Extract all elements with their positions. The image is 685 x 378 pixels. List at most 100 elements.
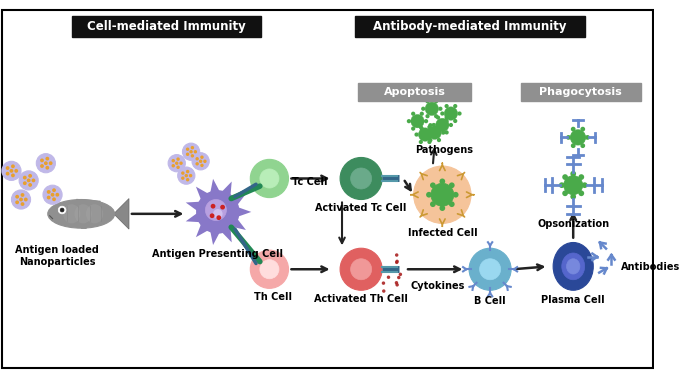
Circle shape (351, 168, 372, 189)
Circle shape (453, 104, 458, 108)
Circle shape (469, 248, 511, 290)
Circle shape (432, 123, 436, 127)
Circle shape (428, 126, 441, 139)
Circle shape (436, 115, 440, 120)
Circle shape (571, 171, 576, 177)
Text: Opsonization: Opsonization (537, 218, 609, 229)
Circle shape (203, 160, 207, 163)
Circle shape (177, 167, 195, 184)
Circle shape (175, 161, 179, 165)
Circle shape (445, 107, 458, 120)
Polygon shape (222, 229, 232, 242)
Circle shape (199, 160, 202, 163)
Circle shape (43, 185, 62, 204)
Circle shape (580, 143, 585, 148)
Ellipse shape (553, 243, 593, 290)
Circle shape (382, 289, 386, 293)
Circle shape (445, 119, 449, 123)
Circle shape (181, 177, 184, 180)
Circle shape (449, 183, 455, 188)
Circle shape (571, 143, 575, 148)
Polygon shape (238, 208, 251, 217)
Circle shape (397, 276, 401, 279)
Circle shape (421, 107, 425, 111)
Text: Cytokines: Cytokines (411, 281, 465, 291)
Circle shape (351, 259, 372, 280)
Circle shape (189, 174, 192, 177)
Circle shape (216, 215, 221, 220)
Circle shape (564, 176, 583, 195)
Circle shape (411, 127, 415, 131)
Circle shape (21, 193, 25, 197)
Circle shape (395, 281, 398, 285)
Circle shape (200, 164, 203, 167)
Circle shape (440, 205, 445, 211)
Text: Activated Tc Cell: Activated Tc Cell (315, 203, 407, 213)
Circle shape (395, 261, 399, 264)
Circle shape (411, 115, 424, 128)
Circle shape (195, 157, 199, 161)
Circle shape (580, 127, 585, 132)
Text: Plasma Cell: Plasma Cell (541, 295, 605, 305)
Circle shape (395, 253, 399, 257)
Circle shape (58, 206, 66, 214)
Circle shape (171, 164, 175, 167)
Circle shape (419, 128, 432, 141)
Circle shape (10, 169, 14, 173)
Circle shape (414, 166, 471, 223)
Polygon shape (196, 225, 208, 237)
Circle shape (27, 178, 31, 182)
Circle shape (40, 158, 44, 162)
Circle shape (52, 188, 56, 192)
Circle shape (197, 191, 239, 233)
Circle shape (189, 150, 192, 153)
Circle shape (427, 140, 432, 144)
Circle shape (382, 281, 385, 285)
Circle shape (11, 164, 15, 168)
Circle shape (437, 138, 441, 142)
Circle shape (424, 130, 428, 135)
Polygon shape (222, 181, 232, 195)
Circle shape (40, 164, 44, 168)
Circle shape (426, 192, 432, 198)
Ellipse shape (63, 204, 80, 223)
Circle shape (45, 157, 49, 161)
Circle shape (15, 200, 19, 204)
Circle shape (449, 123, 453, 127)
Circle shape (434, 99, 438, 104)
Circle shape (395, 283, 399, 287)
Circle shape (453, 192, 458, 198)
Circle shape (168, 155, 186, 172)
Circle shape (578, 191, 584, 196)
Circle shape (566, 135, 571, 140)
Circle shape (179, 161, 183, 165)
Circle shape (571, 194, 576, 200)
Text: Phagocytosis: Phagocytosis (540, 87, 622, 97)
Circle shape (250, 250, 288, 288)
Text: Antibodies: Antibodies (621, 262, 680, 272)
Circle shape (176, 157, 179, 161)
Circle shape (431, 183, 453, 206)
Circle shape (44, 161, 48, 165)
Circle shape (479, 259, 501, 280)
Circle shape (458, 112, 462, 116)
Circle shape (399, 273, 402, 276)
Circle shape (55, 193, 59, 197)
Circle shape (47, 190, 51, 194)
Circle shape (387, 276, 390, 279)
Circle shape (51, 193, 54, 197)
Circle shape (562, 174, 568, 180)
Circle shape (181, 171, 184, 175)
Circle shape (419, 125, 423, 129)
Polygon shape (77, 200, 100, 211)
Text: Infected Cell: Infected Cell (408, 228, 477, 238)
Circle shape (432, 132, 436, 137)
Text: Activated Th Cell: Activated Th Cell (314, 294, 408, 304)
Text: Apoptosis: Apoptosis (384, 87, 445, 97)
Circle shape (571, 130, 586, 145)
Circle shape (430, 183, 436, 188)
Circle shape (186, 170, 189, 173)
Circle shape (211, 204, 215, 209)
Circle shape (441, 130, 445, 135)
Circle shape (60, 208, 64, 212)
